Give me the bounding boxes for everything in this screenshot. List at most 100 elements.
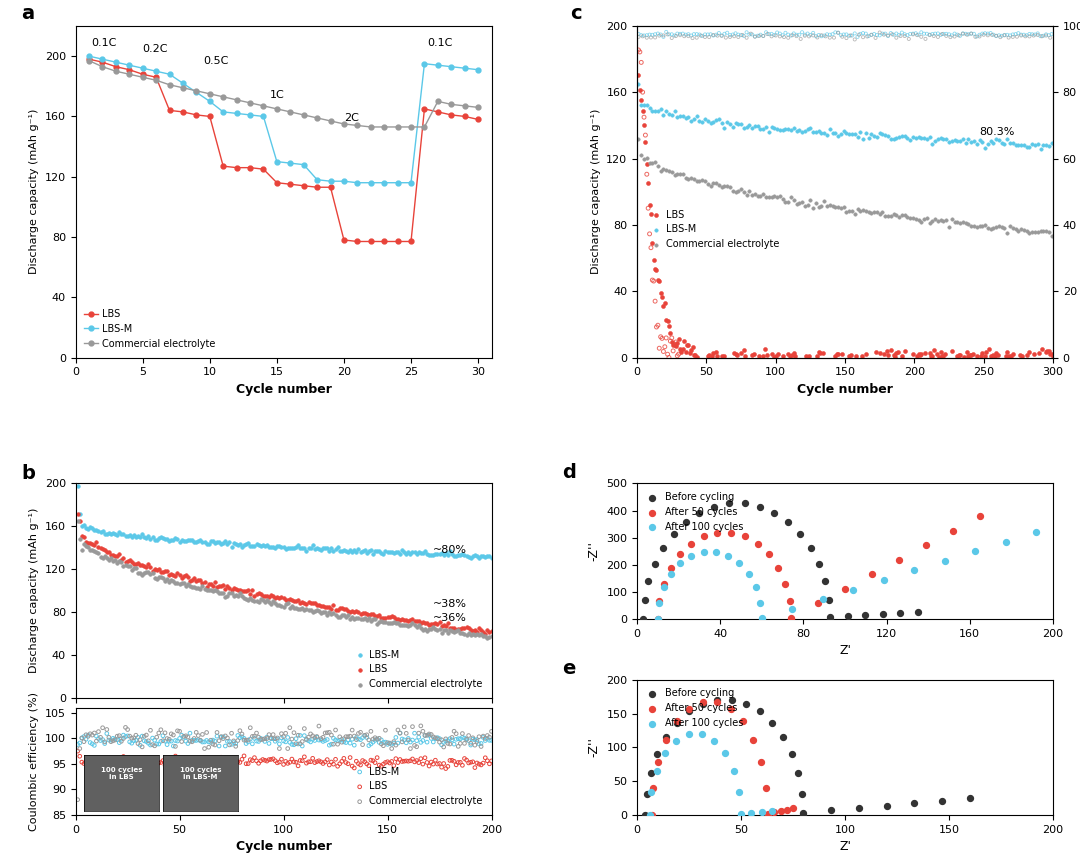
LBS-M xyxy=(184,733,201,747)
LBS-M xyxy=(431,60,444,70)
Commercial electrolyte xyxy=(1012,222,1029,236)
Commercial electrolyte xyxy=(114,558,132,572)
LBS-M xyxy=(677,111,694,125)
LBS-M xyxy=(337,544,354,557)
Before cycling xyxy=(636,593,653,607)
LBS xyxy=(333,602,350,616)
LBS xyxy=(1038,345,1055,359)
LBS xyxy=(283,753,300,766)
LBS-M xyxy=(294,541,311,555)
LBS-M xyxy=(397,548,415,562)
Commercial electrolyte xyxy=(213,730,230,744)
LBS-M xyxy=(454,547,471,561)
LBS-M xyxy=(882,132,900,146)
Point xyxy=(935,27,953,41)
Point xyxy=(799,27,816,41)
LBS-M xyxy=(105,732,122,746)
After 100 cycles xyxy=(705,733,723,747)
After 100 cycles xyxy=(648,764,665,778)
Point xyxy=(994,29,1011,42)
After 100 cycles xyxy=(731,556,748,570)
After 100 cycles xyxy=(752,596,769,610)
Commercial electrolyte xyxy=(242,720,259,734)
LBS xyxy=(308,598,325,612)
LBS-M xyxy=(713,116,730,130)
LBS-M xyxy=(458,63,471,74)
Commercial electrolyte xyxy=(879,209,896,223)
LBS-M xyxy=(130,530,147,544)
Commercial electrolyte xyxy=(184,735,201,749)
Point xyxy=(1000,30,1017,44)
LBS-M xyxy=(175,534,192,548)
Commercial electrolyte xyxy=(134,568,151,582)
LBS xyxy=(109,550,126,564)
LBS xyxy=(445,754,462,768)
After 50 cycles xyxy=(972,509,989,523)
Point xyxy=(738,31,755,45)
LBS-M xyxy=(190,534,207,548)
LBS-M xyxy=(83,737,100,751)
After 50 cycles xyxy=(758,781,775,795)
Commercial electrolyte xyxy=(188,581,205,595)
LBS-M xyxy=(1018,140,1036,153)
LBS xyxy=(415,616,432,629)
LBS-M xyxy=(373,546,390,560)
LBS xyxy=(203,111,216,121)
LBS-M xyxy=(192,533,210,547)
LBS-M xyxy=(125,733,143,747)
Point xyxy=(735,29,753,42)
LBS xyxy=(391,753,408,766)
LBS-M xyxy=(451,732,469,746)
Commercial electrolyte xyxy=(735,186,753,199)
Point xyxy=(929,30,946,44)
Commercial electrolyte xyxy=(90,725,107,739)
LBS-M xyxy=(148,737,165,751)
LBS xyxy=(110,757,127,771)
LBS xyxy=(332,601,349,615)
LBS-M xyxy=(141,532,159,546)
Commercial electrolyte xyxy=(442,623,459,636)
LBS xyxy=(393,754,410,768)
Commercial electrolyte xyxy=(771,190,788,204)
Before cycling xyxy=(811,557,828,570)
LBS xyxy=(343,759,361,773)
Point xyxy=(647,28,664,42)
LBS xyxy=(121,552,138,566)
LBS xyxy=(308,754,325,768)
LBS-M xyxy=(718,115,735,129)
LBS-M xyxy=(666,104,684,118)
LBS xyxy=(92,541,109,555)
Commercial electrolyte xyxy=(166,740,184,753)
LBS xyxy=(922,349,940,362)
Commercial electrolyte xyxy=(431,96,444,107)
Commercial electrolyte xyxy=(190,581,207,595)
LBS xyxy=(215,756,232,770)
Y-axis label: -Z'': -Z'' xyxy=(588,541,600,561)
Point xyxy=(962,27,980,41)
Point xyxy=(637,128,654,142)
LBS xyxy=(249,586,267,600)
LBS-M xyxy=(204,534,221,548)
LBS xyxy=(150,756,167,770)
LBS xyxy=(987,346,1004,360)
Commercial electrolyte xyxy=(364,613,381,627)
Point xyxy=(834,29,851,43)
LBS xyxy=(90,756,107,770)
LBS xyxy=(85,753,103,766)
LBS xyxy=(413,616,430,629)
LBS xyxy=(669,336,686,349)
Point xyxy=(1025,29,1042,42)
LBS-M xyxy=(343,545,361,559)
Commercial electrolyte xyxy=(219,731,237,745)
LBS-M xyxy=(375,547,392,561)
LBS xyxy=(164,754,181,768)
LBS xyxy=(462,623,480,637)
LBS xyxy=(117,555,134,569)
Before cycling xyxy=(802,541,820,555)
LBS-M xyxy=(364,546,381,560)
After 100 cycles xyxy=(667,733,685,747)
After 50 cycles xyxy=(779,803,796,817)
Before cycling xyxy=(906,796,923,810)
LBS xyxy=(136,69,149,80)
LBS xyxy=(327,753,345,766)
